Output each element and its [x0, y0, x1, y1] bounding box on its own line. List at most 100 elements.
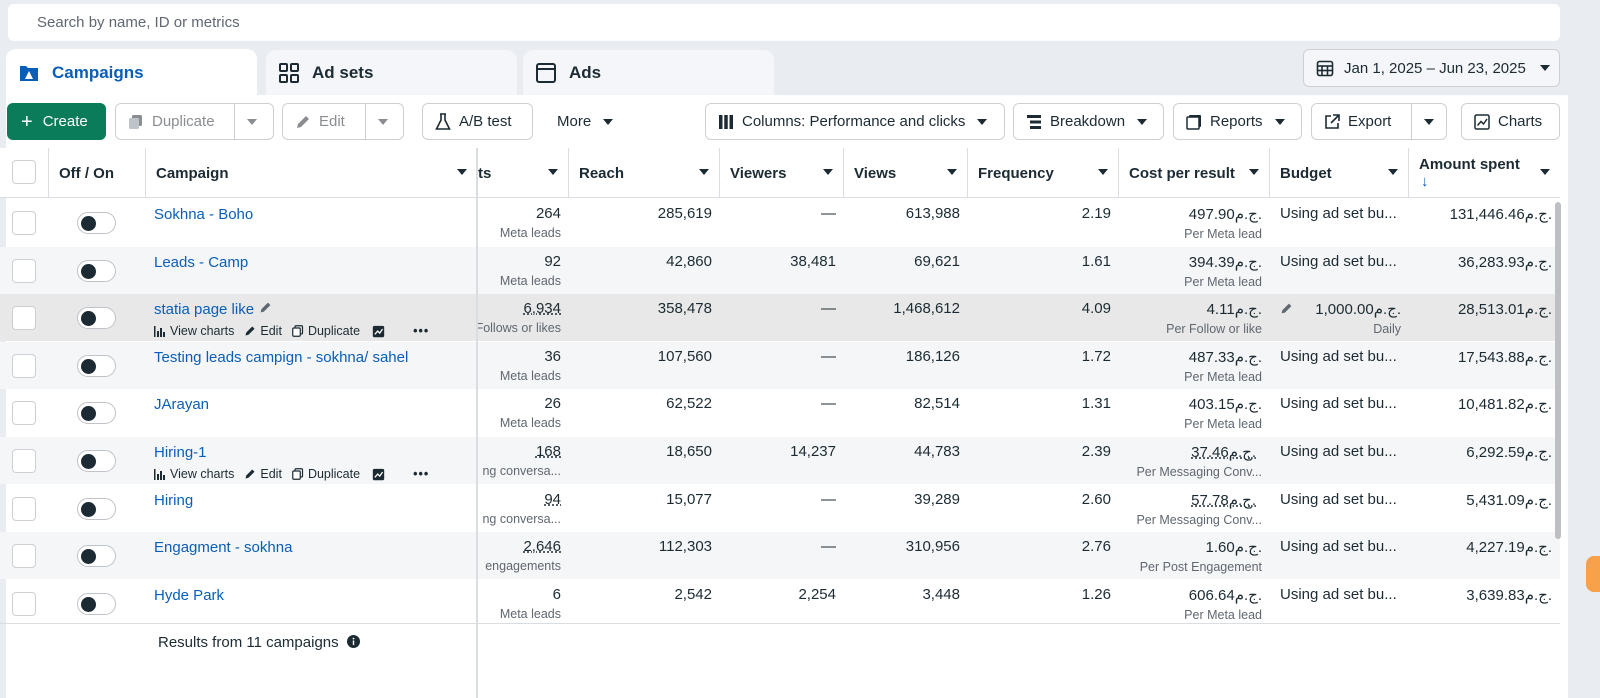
edit-action[interactable]: Edit: [244, 467, 282, 481]
duplicate-button-group[interactable]: Duplicate: [115, 103, 274, 140]
header-campaign[interactable]: Campaign: [146, 148, 478, 198]
campaign-name-link[interactable]: Sokhna - Boho: [154, 206, 254, 223]
tab-ads[interactable]: Ads: [523, 50, 774, 96]
duplicate-action[interactable]: Duplicate: [292, 324, 360, 338]
edit-button-group[interactable]: Edit: [282, 103, 404, 140]
campaign-name-link[interactable]: Hiring: [154, 492, 194, 509]
header-views[interactable]: Views: [844, 148, 968, 198]
duplicate-dropdown[interactable]: [235, 104, 269, 139]
table-row[interactable]: Engagment - sokhna 2,646 engagements 112…: [0, 532, 1560, 579]
campaign-name-link[interactable]: Engagment - sokhna: [154, 539, 293, 556]
header-amount-spent[interactable]: Amount spent ↓: [1409, 148, 1560, 198]
campaign-toggle[interactable]: [77, 212, 116, 234]
campaign-toggle[interactable]: [77, 593, 116, 615]
tab-ad-sets[interactable]: Ad sets: [266, 50, 517, 96]
side-widget-tab[interactable]: [1586, 556, 1600, 592]
edit-label: Edit: [260, 324, 282, 338]
header-cost-per-result[interactable]: Cost per result: [1119, 148, 1270, 198]
export-button[interactable]: Export: [1312, 104, 1411, 139]
row-checkbox[interactable]: [12, 592, 36, 616]
campaign-name-link[interactable]: Testing leads campign - sokhna/ sahel: [154, 349, 409, 366]
campaign-name-link[interactable]: Hyde Park: [154, 587, 225, 604]
table-row[interactable]: Hiring 94 ng conversa... 15,077 — 39,289…: [0, 485, 1560, 532]
campaign-toggle[interactable]: [77, 402, 116, 424]
row-checkbox[interactable]: [12, 497, 36, 521]
ab-test-button[interactable]: A/B test: [422, 103, 533, 140]
row-checkbox[interactable]: [12, 306, 36, 330]
campaign-toggle[interactable]: [77, 260, 116, 282]
row-checkbox[interactable]: [12, 354, 36, 378]
results-cell: 2,646 engagements: [468, 532, 561, 579]
results-value[interactable]: 2,646: [523, 538, 561, 555]
campaign-toggle[interactable]: [77, 545, 116, 567]
charts-button[interactable]: Charts: [1461, 103, 1560, 140]
columns-button[interactable]: Columns: Performance and clicks: [705, 103, 1005, 140]
trend-chart-icon[interactable]: [372, 325, 385, 338]
edit-dropdown[interactable]: [366, 104, 400, 139]
view-charts-action[interactable]: View charts: [154, 324, 234, 338]
table-row[interactable]: Leads - Camp 92 Meta leads 42,860 38,481…: [0, 247, 1560, 294]
info-icon[interactable]: [346, 635, 360, 648]
header-results[interactable]: ts: [478, 148, 569, 198]
toggle-knob: [81, 454, 96, 469]
more-actions-icon[interactable]: •••: [413, 467, 430, 481]
date-range-picker[interactable]: Jan 1, 2025 – Jun 23, 2025: [1303, 49, 1560, 87]
row-checkbox[interactable]: [12, 211, 36, 235]
search-input[interactable]: Search by name, ID or metrics: [37, 14, 240, 31]
vertical-scrollbar[interactable]: [1555, 202, 1561, 539]
row-checkbox[interactable]: [12, 449, 36, 473]
header-viewers[interactable]: Viewers: [720, 148, 844, 198]
campaign-toggle[interactable]: [77, 498, 116, 520]
pencil-icon: [295, 114, 311, 130]
reports-button[interactable]: Reports: [1173, 103, 1302, 140]
results-value[interactable]: 94: [544, 491, 561, 508]
duplicate-action[interactable]: Duplicate: [292, 467, 360, 481]
amount-spent-cell: 10,481.82ج.م.: [1409, 389, 1552, 436]
viewers-value: —: [821, 205, 836, 222]
header-budget[interactable]: Budget: [1270, 148, 1409, 198]
campaign-name-link[interactable]: JArayan: [154, 396, 210, 413]
pencil-icon[interactable]: [259, 301, 272, 314]
trend-chart-icon[interactable]: [372, 468, 385, 481]
export-dropdown[interactable]: [1412, 104, 1446, 139]
tab-campaigns[interactable]: Campaigns: [6, 49, 257, 96]
campaign-name-link[interactable]: Hiring-1: [154, 444, 207, 461]
table-row[interactable]: Hiring-1 View charts Edit Duplicate ••• …: [0, 437, 1560, 484]
results-value[interactable]: 168: [535, 443, 561, 460]
campaign-toggle[interactable]: [77, 450, 116, 472]
edit-button[interactable]: Edit: [283, 104, 365, 139]
table-row[interactable]: Hyde Park 6 Meta leads 2,542 2,254 3,448…: [0, 580, 1560, 627]
search-bar[interactable]: Search by name, ID or metrics: [8, 4, 1560, 41]
results-value[interactable]: 6,934: [523, 300, 561, 317]
campaign-toggle[interactable]: [77, 355, 116, 377]
table-row[interactable]: Testing leads campign - sokhna/ sahel 36…: [0, 342, 1560, 389]
cost-per-result-cell: 403.15ج.م. Per Meta lead: [1119, 389, 1262, 436]
breakdown-button[interactable]: Breakdown: [1013, 103, 1164, 140]
more-button[interactable]: More: [544, 103, 624, 140]
budget-cell: Using ad set bu...: [1280, 247, 1405, 294]
budget-cell[interactable]: 1,000.00ج.م. Daily: [1270, 294, 1409, 341]
row-checkbox[interactable]: [12, 544, 36, 568]
header-frequency[interactable]: Frequency: [968, 148, 1119, 198]
campaign-toggle[interactable]: [77, 307, 116, 329]
select-all-checkbox[interactable]: [12, 160, 36, 184]
cost-value[interactable]: 57.78ج.م.: [1191, 492, 1256, 509]
table-row[interactable]: JArayan 26 Meta leads 62,522 — 82,514 1.…: [0, 389, 1560, 436]
table-row[interactable]: Sokhna - Boho 264 Meta leads 285,619 — 6…: [0, 199, 1560, 246]
header-reach[interactable]: Reach: [569, 148, 720, 198]
edit-action[interactable]: Edit: [244, 324, 282, 338]
cost-value[interactable]: 37.46ج.م.: [1191, 444, 1256, 461]
views-value: 613,988: [905, 205, 960, 222]
table-row[interactable]: statia page like View charts Edit Duplic…: [0, 294, 1560, 341]
header-off-on[interactable]: Off / On: [49, 148, 146, 198]
campaign-name-link[interactable]: statia page like: [154, 301, 255, 318]
view-charts-action[interactable]: View charts: [154, 467, 234, 481]
export-button-group[interactable]: Export: [1311, 103, 1447, 140]
row-checkbox[interactable]: [12, 401, 36, 425]
create-button[interactable]: + Create: [7, 103, 106, 140]
more-actions-icon[interactable]: •••: [413, 324, 430, 338]
campaign-name-link[interactable]: Leads - Camp: [154, 254, 249, 271]
row-checkbox[interactable]: [12, 259, 36, 283]
pencil-icon[interactable]: [1280, 302, 1293, 319]
duplicate-button[interactable]: Duplicate: [116, 104, 234, 139]
